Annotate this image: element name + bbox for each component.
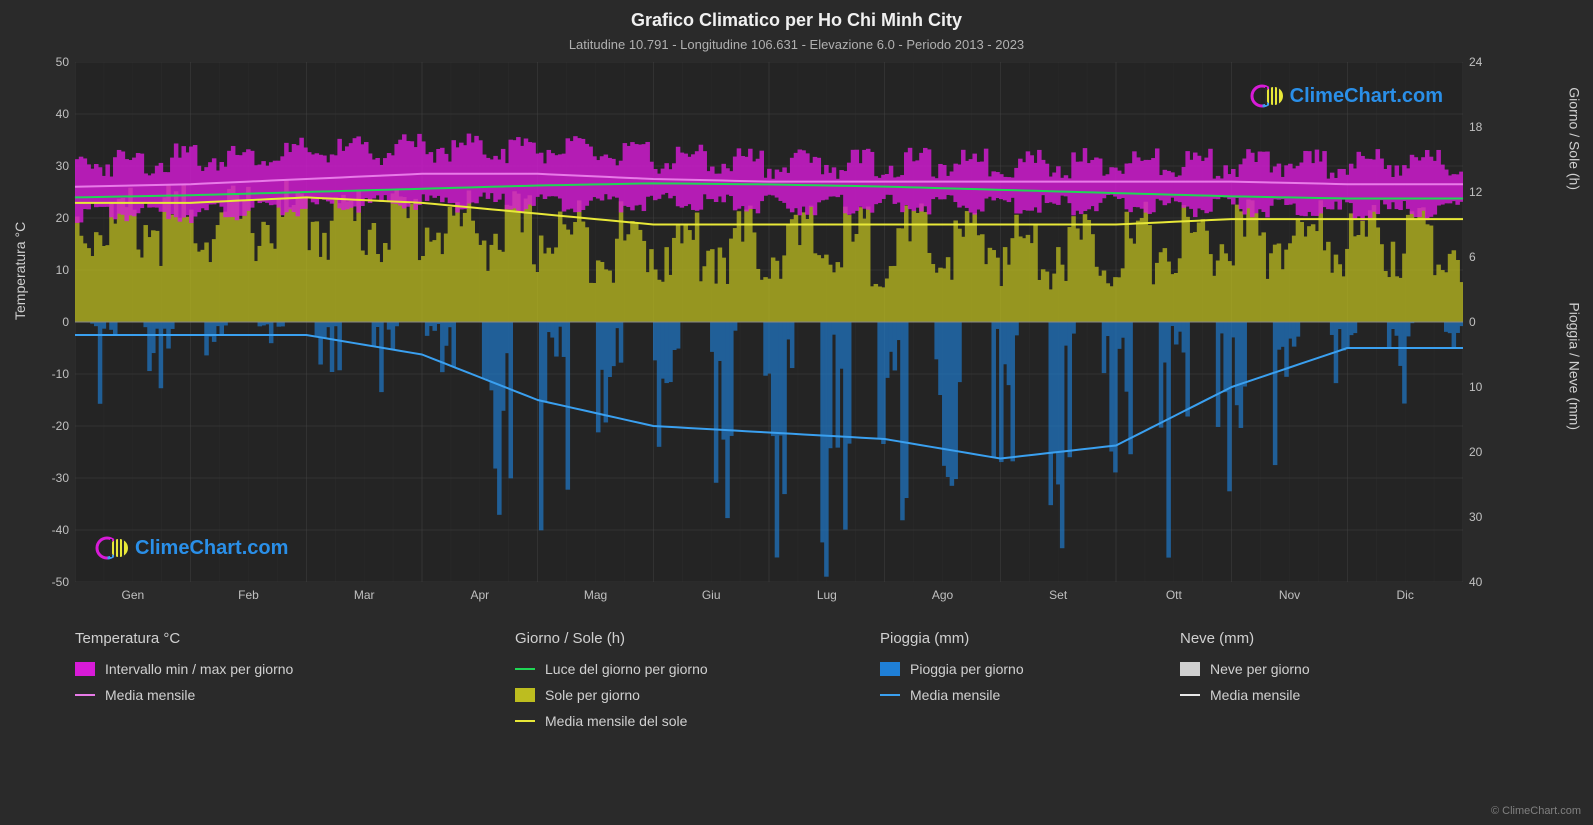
y-left-tick: -40 xyxy=(52,523,75,537)
y-left-tick: -20 xyxy=(52,419,75,433)
x-tick: Giu xyxy=(702,582,721,602)
y-left-tick: 30 xyxy=(56,159,75,173)
swatch-box-icon xyxy=(1180,662,1200,676)
legend-item: Neve per giorno xyxy=(1180,661,1310,677)
y-axis-right-top-label: Giorno / Sole (h) xyxy=(1567,87,1583,190)
plot-svg xyxy=(75,62,1463,582)
legend-item-label: Pioggia per giorno xyxy=(910,661,1024,677)
watermark-bottom: ClimeChart.com xyxy=(95,534,288,562)
y-right-top-tick: 0 xyxy=(1463,315,1476,329)
legend-temperature: Temperatura °C Intervallo min / max per g… xyxy=(75,630,293,713)
y-right-top-tick: 12 xyxy=(1463,185,1482,199)
swatch-line-icon xyxy=(75,694,95,696)
watermark-text: ClimeChart.com xyxy=(1290,85,1443,108)
legend-snow: Neve (mm) Neve per giorno Media mensile xyxy=(1180,630,1310,713)
logo-icon xyxy=(95,534,129,562)
legend-item-label: Sole per giorno xyxy=(545,687,640,703)
y-left-tick: 20 xyxy=(56,211,75,225)
legend-item: Intervallo min / max per giorno xyxy=(75,661,293,677)
y-axis-right-bottom-label: Pioggia / Neve (mm) xyxy=(1567,302,1583,430)
legend-item: Media mensile xyxy=(880,687,1024,703)
legend-rain: Pioggia (mm) Pioggia per giorno Media mens… xyxy=(880,630,1024,713)
swatch-line-icon xyxy=(880,694,900,696)
legend-item-label: Media mensile xyxy=(1210,687,1300,703)
x-tick: Set xyxy=(1049,582,1067,602)
legend-section-title: Neve (mm) xyxy=(1180,630,1310,647)
y-right-bottom-tick: 10 xyxy=(1463,380,1482,394)
legend-item: Media mensile xyxy=(75,687,293,703)
y-right-bottom-tick: 20 xyxy=(1463,445,1482,459)
legend-item-label: Luce del giorno per giorno xyxy=(545,661,708,677)
watermark-text: ClimeChart.com xyxy=(135,537,288,560)
legend-item-label: Intervallo min / max per giorno xyxy=(105,661,293,677)
swatch-box-icon xyxy=(880,662,900,676)
legend-item: Media mensile del sole xyxy=(515,713,708,729)
y-right-bottom-tick: 30 xyxy=(1463,510,1482,524)
legend-item: Pioggia per giorno xyxy=(880,661,1024,677)
y-right-top-tick: 24 xyxy=(1463,55,1482,69)
swatch-line-icon xyxy=(1180,694,1200,696)
legend-item-label: Media mensile xyxy=(910,687,1000,703)
x-tick: Ago xyxy=(932,582,953,602)
y-left-tick: 50 xyxy=(56,55,75,69)
legend-item-label: Media mensile del sole xyxy=(545,713,687,729)
swatch-box-icon xyxy=(75,662,95,676)
swatch-line-icon xyxy=(515,720,535,722)
legend-item: Sole per giorno xyxy=(515,687,708,703)
legend-section-title: Pioggia (mm) xyxy=(880,630,1024,647)
x-tick: Mag xyxy=(584,582,607,602)
y-left-tick: 10 xyxy=(56,263,75,277)
y-left-tick: 0 xyxy=(62,315,75,329)
swatch-line-icon xyxy=(515,668,535,670)
y-left-tick: -50 xyxy=(52,575,75,589)
chart-title: Grafico Climatico per Ho Chi Minh City xyxy=(0,0,1593,31)
legend-section-title: Temperatura °C xyxy=(75,630,293,647)
y-left-tick: -30 xyxy=(52,471,75,485)
y-left-tick: -10 xyxy=(52,367,75,381)
x-tick: Apr xyxy=(470,582,489,602)
legend-section-title: Giorno / Sole (h) xyxy=(515,630,708,647)
x-tick: Dic xyxy=(1396,582,1413,602)
legend-item-label: Neve per giorno xyxy=(1210,661,1310,677)
x-tick: Gen xyxy=(121,582,144,602)
legend-item-label: Media mensile xyxy=(105,687,195,703)
y-axis-left-label: Temperatura °C xyxy=(12,222,28,320)
legend-daysun: Giorno / Sole (h) Luce del giorno per gio… xyxy=(515,630,708,739)
legend-item: Luce del giorno per giorno xyxy=(515,661,708,677)
y-right-top-tick: 18 xyxy=(1463,120,1482,134)
x-tick: Mar xyxy=(354,582,375,602)
x-tick: Ott xyxy=(1166,582,1182,602)
watermark-top: ClimeChart.com xyxy=(1250,82,1443,110)
chart-subtitle: Latitudine 10.791 - Longitudine 106.631 … xyxy=(0,31,1593,60)
y-right-bottom-tick: 40 xyxy=(1463,575,1482,589)
chart-plot-area: 50403020100-10-20-30-40-50 2418126010203… xyxy=(75,62,1463,582)
y-left-tick: 40 xyxy=(56,107,75,121)
y-right-top-tick: 6 xyxy=(1463,250,1476,264)
x-tick: Feb xyxy=(238,582,259,602)
logo-icon xyxy=(1250,82,1284,110)
swatch-box-icon xyxy=(515,688,535,702)
x-tick: Lug xyxy=(817,582,837,602)
legend-item: Media mensile xyxy=(1180,687,1310,703)
x-tick: Nov xyxy=(1279,582,1300,602)
copyright-text: © ClimeChart.com xyxy=(1491,805,1581,817)
